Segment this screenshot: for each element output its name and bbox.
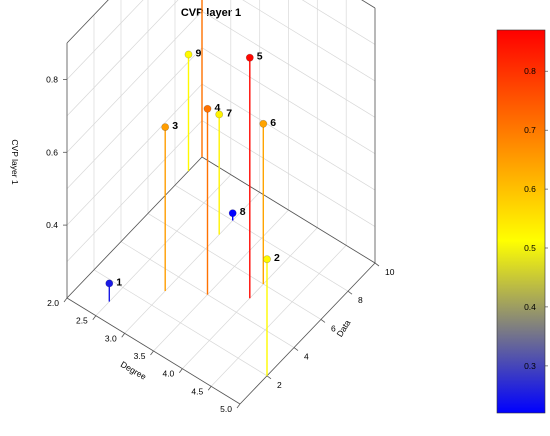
data-point xyxy=(203,104,212,113)
wall-grid-line xyxy=(242,0,376,82)
floor-grid-line xyxy=(95,174,232,316)
box-edge xyxy=(66,0,109,44)
x-tick-mark xyxy=(178,368,183,373)
data-point xyxy=(228,209,237,218)
colorbar-gradient xyxy=(496,29,546,414)
x-tick-label: 4.0 xyxy=(162,369,174,379)
axis-ticks: 2.0 2.5 3.0 3.5 4.0 4.5 5.0 2 4 6 8 10 0.4 0.6 0.8 xyxy=(46,74,395,414)
wall-grid-line xyxy=(66,11,203,153)
wall-grid-line xyxy=(201,120,376,227)
x-tick-label: 3.0 xyxy=(105,333,117,343)
data-point-label: 6 xyxy=(270,117,276,129)
colorbar-tick-label: 0.3 xyxy=(524,361,536,371)
x-tick-label: 2.5 xyxy=(76,316,88,326)
x-tick-label: 2.0 xyxy=(47,298,59,308)
data-point-label: 2 xyxy=(274,252,280,264)
data-point-label: 9 xyxy=(196,48,202,60)
plot-box xyxy=(66,0,376,405)
wall-grid-line xyxy=(66,83,203,226)
wall-grid-line xyxy=(201,47,376,154)
colorbar-tick-label: 0.6 xyxy=(524,184,536,194)
y-tick-label: 8 xyxy=(358,295,363,305)
x-tick-label: 5.0 xyxy=(220,404,232,414)
x-tick-mark xyxy=(236,403,241,409)
data-point xyxy=(184,50,193,59)
data-points: 12345678910 xyxy=(105,48,280,288)
data-point-label: 1 xyxy=(116,276,122,288)
floor-grid-line xyxy=(174,184,349,292)
floor-grid-line xyxy=(93,269,268,377)
z-tick-label: 0.4 xyxy=(46,220,58,230)
box-edge xyxy=(239,262,376,405)
x-tick-label: 3.5 xyxy=(134,351,146,361)
floor-grid-line xyxy=(124,192,260,334)
z-tick-label: 0.8 xyxy=(46,74,58,84)
x-tick-mark xyxy=(207,386,212,391)
data-point-label: 4 xyxy=(215,102,221,114)
x-tick-mark xyxy=(121,333,126,338)
y-axis-label: Data xyxy=(334,318,352,339)
colorbar-tick-label: 0.7 xyxy=(524,125,536,135)
colorbar-tick-label: 0.4 xyxy=(524,302,536,312)
wall-grid-line xyxy=(66,120,203,262)
y-tick-label: 2 xyxy=(277,380,282,390)
data-point xyxy=(105,279,114,288)
wall-grid-line xyxy=(66,0,179,117)
x-tick-mark xyxy=(150,350,154,356)
chart-title: CVP layer 1 xyxy=(181,7,241,19)
box-edge xyxy=(201,156,376,264)
y-tick-mark xyxy=(347,290,353,295)
data-point-label: 8 xyxy=(240,206,246,218)
colorbar: 0.3 0.4 0.5 0.6 0.7 0.8 xyxy=(496,29,548,414)
y-tick-label: 10 xyxy=(385,267,395,277)
y-tick-mark xyxy=(320,319,326,323)
box-edge xyxy=(66,156,203,299)
y-tick-label: 4 xyxy=(304,352,309,362)
data-point xyxy=(263,255,271,264)
z-axis-label: CVP layer 1 xyxy=(10,139,20,184)
wall-grid-line xyxy=(66,0,144,80)
data-point xyxy=(215,110,224,119)
floor-grid-line xyxy=(210,245,347,387)
y-tick-mark xyxy=(374,262,380,267)
z-tick-label: 0.6 xyxy=(46,147,58,157)
floor-grid-line xyxy=(147,213,322,320)
colorbar-tick-label: 0.5 xyxy=(524,243,536,253)
data-point xyxy=(259,119,268,128)
point-stems xyxy=(108,0,268,376)
data-point xyxy=(245,53,254,62)
y-tick-label: 6 xyxy=(331,323,336,333)
wall-grid-line xyxy=(201,83,376,191)
floor-grid-line xyxy=(153,209,289,352)
y-tick-mark xyxy=(266,375,272,380)
data-point-label: 3 xyxy=(172,120,178,132)
wall-grid-line xyxy=(301,0,376,45)
data-point-label: 5 xyxy=(257,51,263,63)
data-point xyxy=(161,123,170,131)
wall-grid-line xyxy=(66,47,203,189)
x-tick-mark xyxy=(92,315,97,320)
x-axis-label: Degree xyxy=(119,359,148,382)
colorbar-tick-label: 0.8 xyxy=(524,66,536,76)
y-tick-mark xyxy=(293,347,299,351)
data-point-label: 7 xyxy=(226,107,232,119)
x-tick-label: 4.5 xyxy=(191,386,203,396)
wall-grid-line xyxy=(201,11,376,118)
plot-grid xyxy=(66,0,376,405)
x-tick-mark xyxy=(63,297,68,303)
